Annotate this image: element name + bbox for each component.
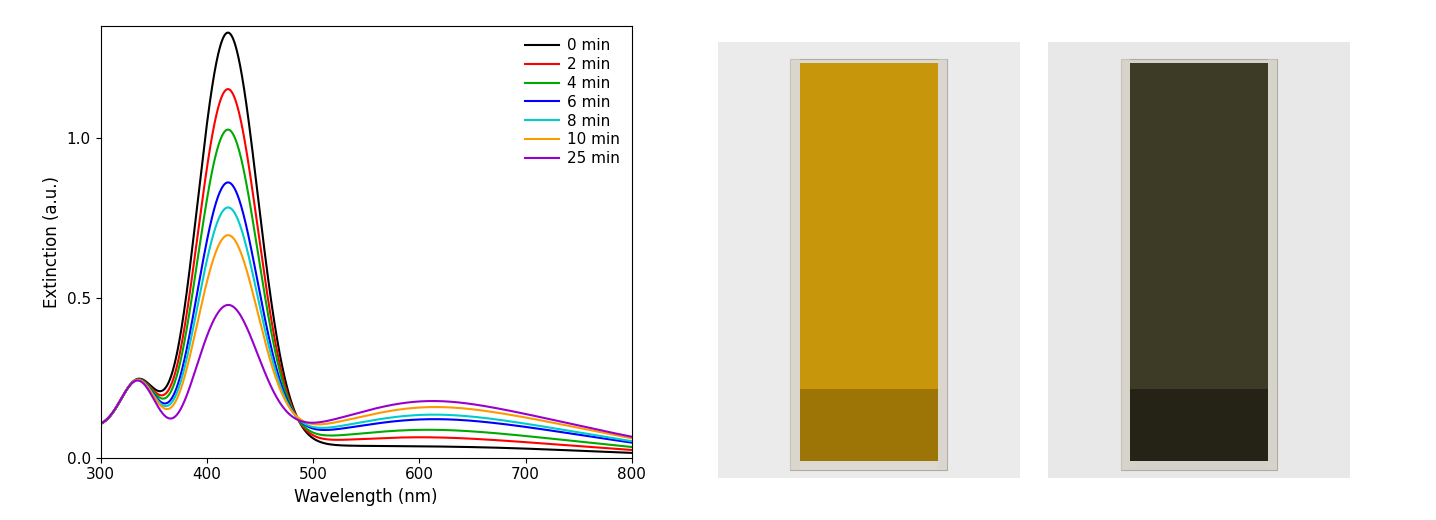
Bar xyxy=(800,63,938,461)
Line: 10 min: 10 min xyxy=(101,235,632,438)
Bar xyxy=(938,59,948,470)
2 min xyxy=(350,436,368,443)
2 min xyxy=(92,421,109,427)
6 min xyxy=(336,425,353,431)
25 min xyxy=(119,385,136,392)
4 min xyxy=(623,444,640,450)
4 min xyxy=(119,385,136,392)
6 min xyxy=(607,437,625,444)
8 min xyxy=(92,421,109,427)
0 min xyxy=(623,450,640,456)
Bar xyxy=(1120,59,1130,470)
Bar xyxy=(1130,389,1268,461)
4 min xyxy=(92,421,109,427)
0 min xyxy=(607,449,625,456)
4 min xyxy=(336,432,353,438)
Line: 4 min: 4 min xyxy=(101,129,632,447)
X-axis label: Wavelength (nm): Wavelength (nm) xyxy=(294,488,438,506)
25 min xyxy=(511,410,528,416)
10 min xyxy=(623,435,640,441)
Bar xyxy=(1130,63,1268,461)
0 min xyxy=(119,385,136,392)
Bar xyxy=(790,59,948,470)
6 min xyxy=(220,179,237,186)
2 min xyxy=(607,446,625,452)
0 min xyxy=(336,443,353,449)
25 min xyxy=(336,413,353,420)
10 min xyxy=(92,421,109,427)
Bar xyxy=(800,389,938,461)
8 min xyxy=(119,385,136,391)
8 min xyxy=(350,420,368,426)
4 min xyxy=(220,126,237,133)
6 min xyxy=(119,385,136,391)
Line: 8 min: 8 min xyxy=(101,207,632,441)
Legend: 0 min, 2 min, 4 min, 6 min, 8 min, 10 min, 25 min: 0 min, 2 min, 4 min, 6 min, 8 min, 10 mi… xyxy=(521,34,625,171)
8 min xyxy=(511,420,528,426)
6 min xyxy=(607,437,625,444)
25 min xyxy=(623,434,640,440)
4 min xyxy=(350,431,368,437)
Bar xyxy=(1120,59,1278,470)
2 min xyxy=(220,86,237,92)
10 min xyxy=(119,385,136,391)
25 min xyxy=(607,431,625,437)
2 min xyxy=(336,437,353,443)
Line: 6 min: 6 min xyxy=(101,183,632,443)
Bar xyxy=(790,59,800,470)
2 min xyxy=(623,447,640,453)
Bar xyxy=(1268,59,1278,470)
10 min xyxy=(220,232,237,238)
Y-axis label: Extinction (a.u.): Extinction (a.u.) xyxy=(43,176,62,308)
0 min xyxy=(511,445,528,451)
4 min xyxy=(607,443,625,449)
6 min xyxy=(623,439,640,446)
25 min xyxy=(92,421,109,427)
8 min xyxy=(623,438,640,444)
10 min xyxy=(607,432,625,438)
4 min xyxy=(607,443,625,449)
4 min xyxy=(511,432,528,438)
8 min xyxy=(607,436,625,442)
10 min xyxy=(607,432,625,438)
25 min xyxy=(607,431,625,437)
Line: 0 min: 0 min xyxy=(101,33,632,453)
8 min xyxy=(220,204,237,211)
10 min xyxy=(511,413,528,420)
10 min xyxy=(350,414,368,420)
6 min xyxy=(92,421,109,427)
8 min xyxy=(607,436,625,442)
10 min xyxy=(336,417,353,423)
2 min xyxy=(607,446,625,452)
2 min xyxy=(511,438,528,445)
0 min xyxy=(92,421,109,427)
Line: 2 min: 2 min xyxy=(101,89,632,450)
25 min xyxy=(220,302,237,308)
0 min xyxy=(350,443,368,449)
0 min xyxy=(220,30,237,36)
Line: 25 min: 25 min xyxy=(101,305,632,437)
6 min xyxy=(350,423,368,429)
6 min xyxy=(511,423,528,429)
0 min xyxy=(607,449,625,456)
25 min xyxy=(350,410,368,416)
2 min xyxy=(119,385,136,392)
8 min xyxy=(336,422,353,428)
